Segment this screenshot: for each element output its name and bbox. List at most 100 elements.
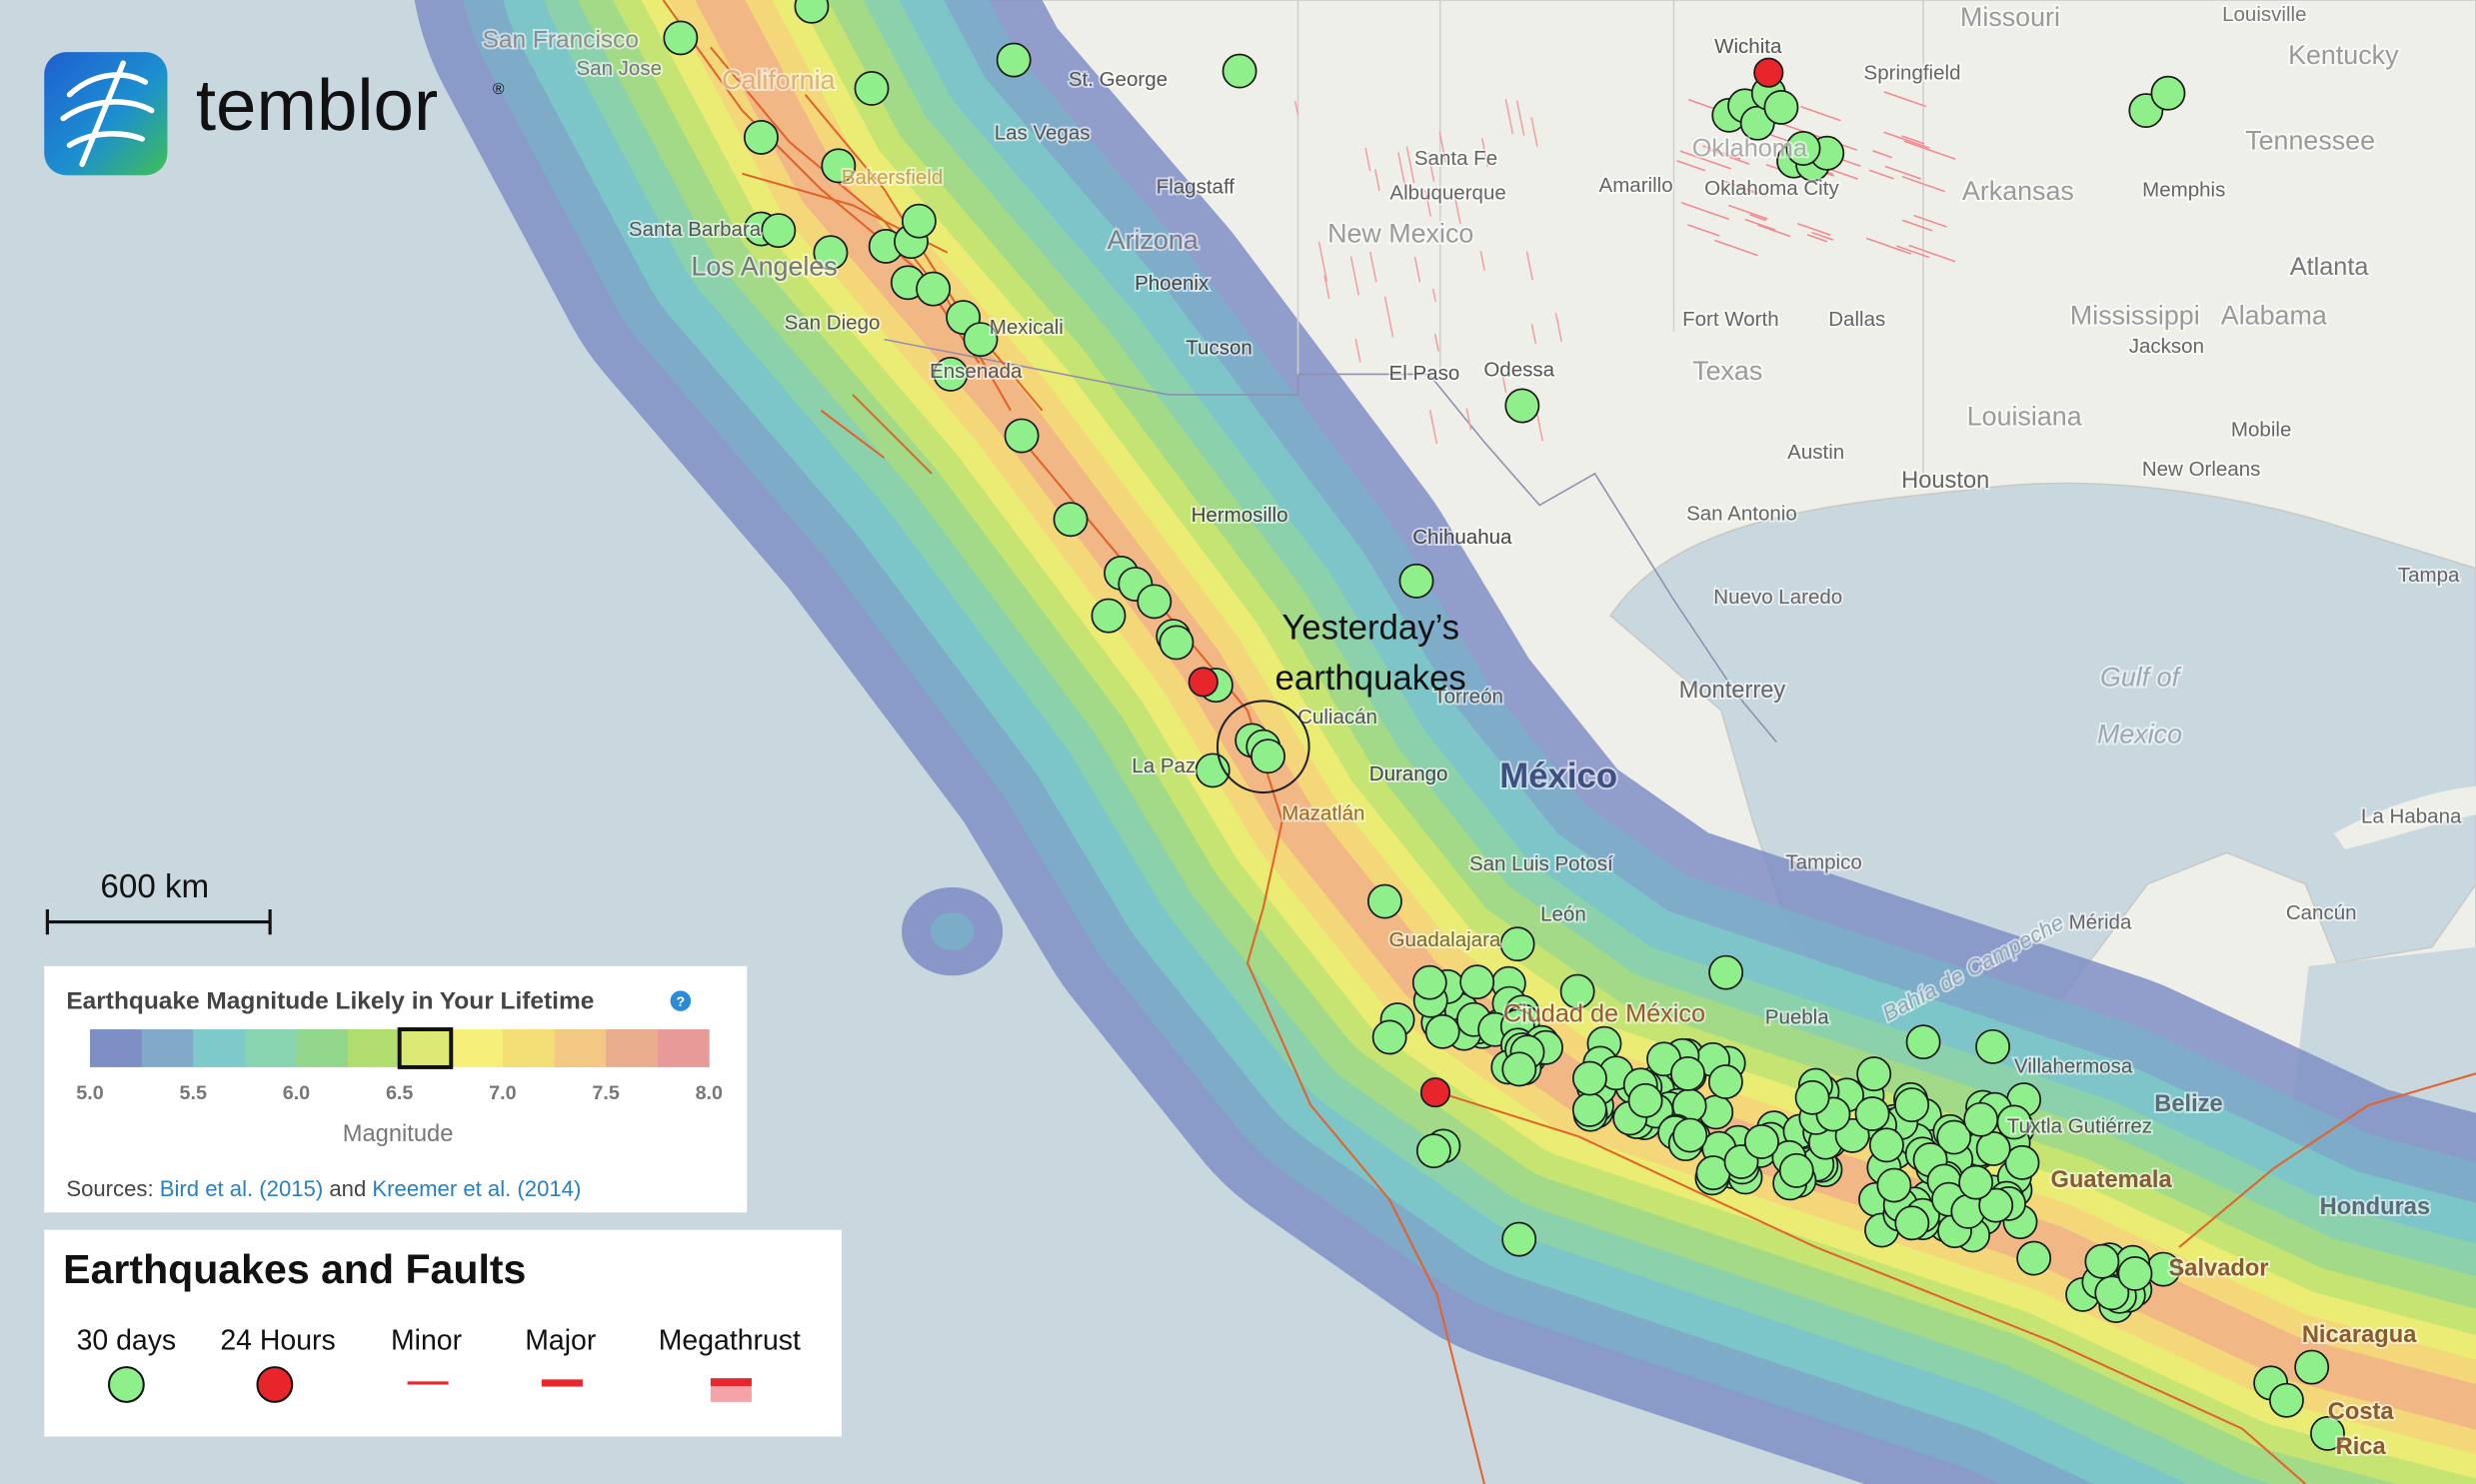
fault-line [1865, 237, 1912, 255]
earthquake-marker [794, 0, 830, 24]
place-label: Houston [1901, 468, 1989, 494]
place-label: Tennessee [2245, 125, 2375, 155]
place-label: Ciudad de México [1503, 999, 1705, 1027]
earthquake-marker [1571, 1060, 1607, 1096]
fault-line [1438, 131, 1447, 163]
place-label: León [1540, 903, 1586, 926]
fault-line [1679, 150, 1731, 170]
fault-line [1800, 105, 1841, 122]
place-label: California [722, 65, 835, 95]
colorbar-segment [399, 1029, 452, 1067]
place-label: Belize [2154, 1091, 2222, 1117]
us-mexico-border [884, 338, 1777, 743]
earthquake-marker [1978, 1187, 2014, 1223]
place-label: Louisiana [1967, 402, 2082, 432]
legend-axis-label: Magnitude [343, 1121, 454, 1147]
source-link[interactable]: Bird et al. (2015) [160, 1176, 323, 1201]
place-label: Monterrey [1679, 678, 1786, 704]
place-label: Costa [2328, 1399, 2395, 1425]
earthquake-marker [1856, 1056, 1892, 1092]
place-label: New Orleans [2142, 458, 2261, 481]
place-label: Missouri [1960, 2, 2060, 32]
place-label: Mexico [2097, 719, 2182, 748]
earthquake-marker [1936, 1119, 1972, 1155]
annotation-circle [1216, 700, 1310, 794]
earthquake-marker [1501, 1051, 1537, 1087]
quake-legend: Earthquakes and Faults 30 days 24 Hours … [44, 1229, 842, 1437]
earthquake-marker [1785, 131, 1821, 166]
fault-line [1515, 100, 1525, 136]
fault-line [1676, 160, 1706, 172]
fault-line [1709, 149, 1750, 165]
earthquake-marker [1672, 1117, 1708, 1153]
fault-line [1424, 189, 1431, 217]
fault-line [1901, 135, 1925, 145]
fault-line [1293, 101, 1299, 115]
earthquake-marker [2016, 1240, 2052, 1276]
earthquake-marker [1504, 388, 1540, 424]
colorbar-tick-label: 7.0 [489, 1082, 516, 1104]
fault-line [2178, 1072, 2476, 1248]
fault-line [1727, 204, 1768, 220]
earthquake-marker [743, 119, 779, 155]
colorbar-segment [451, 1029, 504, 1067]
earthquake-marker [1707, 1064, 1743, 1100]
place-label: Santa Barbara [629, 218, 762, 241]
fault-line [1554, 313, 1563, 343]
annotation: Yesterday’s earthquakes [1216, 610, 1466, 794]
earthquake-marker [1424, 1013, 1460, 1049]
place-label: Salvador [2168, 1255, 2268, 1281]
place-label: Tucson [1186, 337, 1252, 360]
place-label: New Mexico [1327, 218, 1473, 248]
help-icon-text[interactable]: ? [677, 994, 686, 1010]
earthquake-marker [1958, 1164, 1994, 1200]
hazard-island [930, 912, 975, 951]
place-label: Chihuahua [1412, 526, 1512, 549]
fault-line [1530, 117, 1538, 147]
fault-line [1714, 239, 1758, 257]
fault-line [1687, 224, 1720, 237]
fault-line [1749, 214, 1767, 222]
earthquake-marker [2117, 1255, 2153, 1291]
fault-line [1413, 256, 1421, 283]
fault-line [1465, 408, 1472, 431]
earthquake-marker [1975, 1131, 2011, 1166]
legend-item: 24 Hours [220, 1324, 335, 1356]
fault-line [1499, 365, 1507, 394]
place-label: San Diego [785, 311, 881, 334]
place-label: Texas [1692, 356, 1762, 386]
earthquake-marker [1091, 598, 1127, 634]
fault-line [1757, 224, 1791, 238]
earthquake-marker [2310, 1415, 2345, 1451]
legend-item: 30 days [77, 1324, 177, 1356]
place-label: Arkansas [1962, 176, 2074, 206]
colorbar-segment [193, 1029, 246, 1067]
colorbar-segment [296, 1029, 349, 1067]
place-label: La Paz [1132, 754, 1196, 777]
logo: temblor ® [44, 52, 505, 176]
fault-line [1349, 256, 1360, 296]
earthquake-marker [1004, 418, 1040, 454]
source-link[interactable]: Kreemer et al. (2014) [372, 1176, 581, 1201]
colorbar-segment [348, 1029, 401, 1067]
help-icon[interactable] [670, 990, 692, 1011]
fault-line [1373, 169, 1380, 191]
earthquake-marker [1137, 584, 1173, 620]
earthquake-marker [1975, 1028, 2011, 1064]
fault-line [1428, 1088, 2307, 1484]
fault-line [1811, 231, 1834, 241]
logo-icon [44, 52, 168, 176]
fault-line [1872, 150, 1892, 159]
earthquake-marker [933, 356, 969, 392]
legend-title: Earthquake Magnitude Likely in Your Life… [66, 988, 594, 1015]
legend-box [44, 1229, 842, 1437]
place-label: Rica [2336, 1434, 2387, 1460]
colorbar-tick-label: 5.0 [76, 1082, 103, 1104]
fault-line [1317, 241, 1328, 282]
place-label: Austin [1787, 441, 1844, 464]
place-label: Arizona [1108, 225, 1199, 255]
colorbar-tick-label: 8.0 [696, 1082, 723, 1104]
place-label: Oklahoma City [1704, 177, 1839, 200]
fault-line [1480, 138, 1489, 167]
fault-line [1364, 147, 1371, 172]
